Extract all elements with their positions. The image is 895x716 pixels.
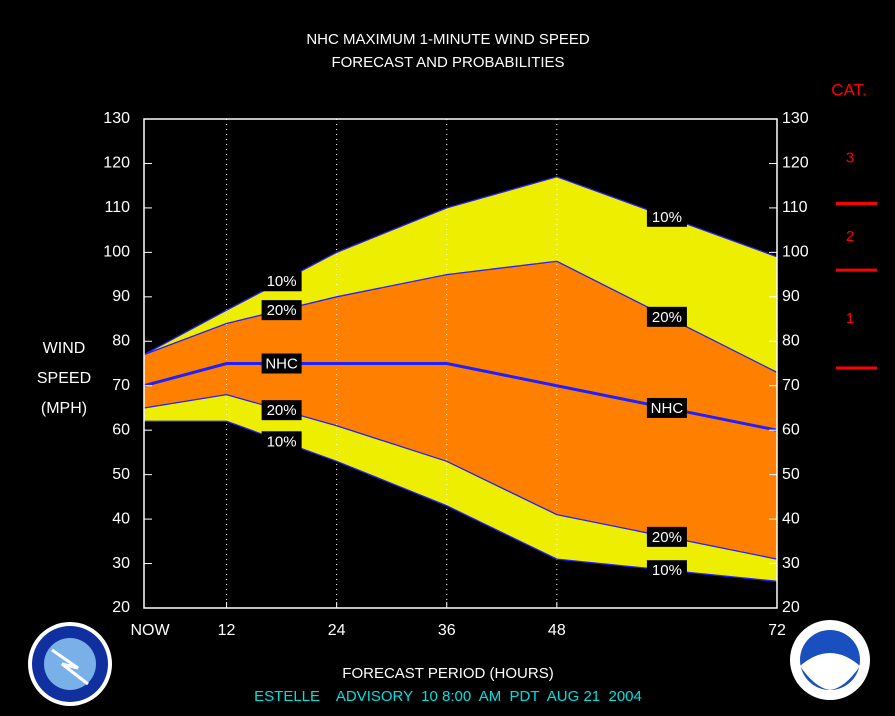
y2-tick-label: 110 <box>782 199 808 216</box>
series-line <box>143 176 778 356</box>
category-label: 1 <box>846 310 854 327</box>
y2-tick-label: 30 <box>782 555 800 572</box>
category-label: 2 <box>846 228 854 245</box>
y2-tick-label: 80 <box>782 332 800 349</box>
y-axis-label: SPEED <box>37 370 91 387</box>
plot-frame <box>143 118 778 609</box>
series-line <box>143 393 778 560</box>
y-axis-label: (MPH) <box>41 400 87 417</box>
x-tick-label: 48 <box>548 622 566 639</box>
nws-logo <box>28 622 112 706</box>
series-label: NHC <box>651 400 684 417</box>
y2-tick-label: 40 <box>782 510 800 527</box>
probability-band <box>144 261 777 560</box>
series-label-bg <box>646 560 687 581</box>
y-tick-label: 120 <box>103 155 130 172</box>
noaa-logo <box>790 620 870 700</box>
series-label-bg <box>646 397 687 418</box>
series-label-bg <box>646 206 687 227</box>
series-label-bg <box>261 271 302 292</box>
y-axis-label: WIND <box>43 340 86 357</box>
series-label: 10% <box>267 273 297 290</box>
y-tick-label: 100 <box>103 244 130 261</box>
y2-tick-label: 70 <box>782 377 800 394</box>
series-label: 20% <box>652 529 682 546</box>
y2-tick-label: 20 <box>782 599 800 616</box>
chart-subtitle: FORECAST AND PROBABILITIES <box>331 54 564 71</box>
series-label: 10% <box>652 209 682 226</box>
y-tick-label: 130 <box>103 110 130 127</box>
y2-tick-label: 130 <box>782 110 809 127</box>
y2-tick-label: 100 <box>782 244 809 261</box>
y-tick-label: 60 <box>112 421 130 438</box>
x-tick-label: 12 <box>218 622 236 639</box>
series-label-bg <box>261 400 302 421</box>
footer: ESTELLE ADVISORY 10 8:00 AM PDT AUG 21 2… <box>254 688 642 705</box>
series-label-bg <box>261 353 302 374</box>
category-label: 3 <box>846 149 854 166</box>
x-axis-label: FORECAST PERIOD (HOURS) <box>342 665 553 682</box>
x-tick-label: 36 <box>438 622 456 639</box>
y-tick-label: 20 <box>112 599 130 616</box>
series-label-bg <box>646 526 687 547</box>
series-label-bg <box>261 431 302 452</box>
y-tick-label: 90 <box>112 288 130 305</box>
series-label: 20% <box>267 302 297 319</box>
series-label: 20% <box>267 402 297 419</box>
series-label-bg <box>646 306 687 327</box>
series-label-bg <box>261 300 302 321</box>
x-tick-label: 72 <box>768 622 786 639</box>
x-tick-label: NOW <box>130 622 170 639</box>
y-tick-label: 110 <box>104 199 130 216</box>
series-label: 10% <box>652 562 682 579</box>
y2-tick-label: 90 <box>782 288 800 305</box>
series-label: 10% <box>267 433 297 450</box>
y-tick-label: 30 <box>112 555 130 572</box>
series-label: 20% <box>652 309 682 326</box>
category-title: CAT. <box>831 80 867 99</box>
series-line <box>143 362 778 432</box>
y2-tick-label: 60 <box>782 421 800 438</box>
y2-tick-label: 50 <box>782 466 800 483</box>
y-tick-label: 80 <box>112 332 130 349</box>
series-line <box>144 420 778 582</box>
y-tick-label: 70 <box>112 377 130 394</box>
chart-title: NHC MAXIMUM 1-MINUTE WIND SPEED <box>306 31 590 48</box>
y2-tick-label: 120 <box>782 155 809 172</box>
y-tick-label: 40 <box>112 510 130 527</box>
x-tick-label: 24 <box>328 622 346 639</box>
series-label: NHC <box>265 355 298 372</box>
series-line <box>143 260 778 373</box>
y-tick-label: 50 <box>112 466 130 483</box>
